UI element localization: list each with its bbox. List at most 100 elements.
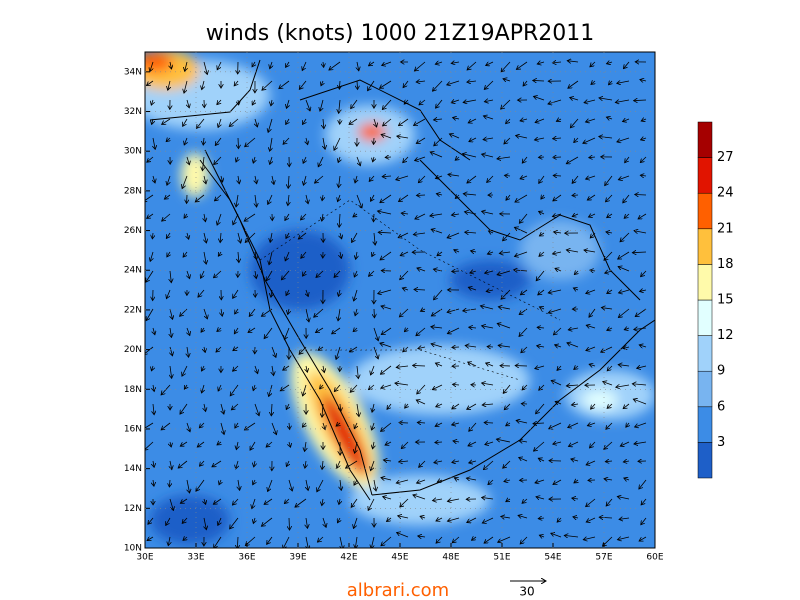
wind-arrow — [551, 533, 562, 538]
wind-arrow — [416, 137, 426, 143]
wind-arrow — [607, 290, 613, 294]
lat-axis: 10N 12N 14N 16N 18N 20N 22N 24N 26N 28N 30N 32N 34N — [124, 67, 655, 554]
wind-arrow — [381, 536, 392, 546]
wind-arrow — [571, 459, 579, 461]
wind-arrow — [564, 535, 579, 537]
wind-arrow — [553, 252, 562, 254]
wind-arrow — [418, 347, 426, 349]
wind-arrow — [271, 289, 272, 297]
wind-arrow — [398, 118, 409, 126]
wind-arrow — [153, 384, 154, 392]
wind-arrow — [187, 479, 190, 493]
wind-arrow — [486, 290, 494, 291]
wind-arrow — [178, 460, 188, 468]
wind-arrow — [451, 100, 460, 103]
wind-arrow — [605, 194, 613, 202]
wind-arrow — [322, 460, 323, 469]
wind-arrow — [506, 194, 511, 200]
wind-arrow — [334, 137, 341, 150]
wind-arrow — [244, 422, 256, 430]
wind-arrow — [590, 61, 596, 67]
wind-arrow — [150, 251, 153, 261]
wind-arrow — [632, 252, 647, 253]
colorbar-box — [697, 370, 713, 408]
wind-arrow — [148, 517, 154, 524]
wind-arrow — [288, 479, 292, 491]
wind-arrow — [355, 175, 357, 183]
wind-arrow — [303, 175, 306, 185]
wind-arrow — [286, 460, 289, 467]
wind-arrow — [455, 195, 459, 199]
wind-arrow — [162, 213, 171, 221]
wind-arrow — [146, 308, 154, 321]
wind-arrow — [468, 441, 477, 446]
lat-label: 34N — [124, 67, 142, 77]
wind-arrow — [433, 269, 443, 271]
wind-arrow — [413, 233, 426, 235]
wind-arrow — [387, 518, 392, 521]
wind-arrow — [153, 479, 154, 486]
wind-arrow — [354, 479, 357, 485]
lat-label: 12N — [124, 504, 142, 514]
wind-arrow — [539, 384, 545, 390]
wind-arrow — [180, 441, 188, 446]
wind-arrow — [586, 176, 596, 179]
wind-arrow — [354, 270, 357, 277]
wind-arrow — [635, 422, 647, 427]
wind-arrow — [302, 118, 306, 124]
wind-arrow — [549, 422, 562, 429]
lat-label: 26N — [124, 226, 142, 236]
wind-arrow — [356, 194, 362, 208]
wind-arrow — [201, 328, 204, 332]
wind-arrow — [480, 306, 494, 310]
wind-arrow — [338, 194, 340, 202]
wind-arrow — [236, 441, 238, 450]
wind-arrow — [463, 100, 477, 102]
colorbar-box — [697, 157, 713, 194]
wind-arrow — [351, 99, 358, 109]
wind-arrow — [161, 384, 171, 395]
wind-arrow — [519, 440, 528, 442]
wind-arrow — [166, 138, 170, 142]
wind-arrow — [306, 479, 308, 490]
lon-label: 51E — [493, 553, 510, 563]
wind-arrow — [337, 460, 340, 468]
wind-arrow — [605, 461, 613, 462]
wind-arrow — [521, 346, 528, 353]
wind-arrow — [236, 194, 238, 207]
wind-arrow — [608, 81, 612, 85]
wind-arrow — [268, 194, 273, 204]
wind-arrow — [454, 478, 460, 480]
wind-arrow — [586, 325, 596, 328]
wind-arrow — [624, 478, 630, 480]
wind-arrow — [536, 403, 545, 414]
wind-arrow — [617, 537, 630, 540]
colorbar-box — [697, 121, 713, 158]
wind-arrow — [264, 327, 273, 339]
wind-arrow — [605, 271, 613, 273]
wind-arrow — [269, 251, 273, 265]
wind-arrow — [351, 498, 358, 507]
wind-arrow — [413, 365, 426, 366]
wind-arrow — [266, 441, 273, 447]
wind-arrow — [618, 308, 630, 318]
wind-arrow — [634, 100, 647, 101]
wind-arrow — [283, 137, 290, 144]
wind-arrow — [447, 499, 460, 501]
wind-arrow — [466, 478, 477, 480]
wind-arrow — [453, 118, 460, 119]
wind-arrow — [518, 515, 528, 518]
wind-arrow — [255, 175, 257, 184]
wind-arrow — [619, 518, 630, 519]
wind-arrow — [231, 403, 239, 410]
wind-arrow — [557, 365, 561, 370]
wind-arrow — [381, 478, 392, 480]
wind-arrow — [187, 99, 189, 108]
wind-arrow — [220, 422, 224, 434]
wind-arrow — [233, 347, 239, 351]
wind-arrow — [639, 345, 647, 347]
wind-arrow — [264, 498, 273, 504]
wind-arrow — [204, 346, 205, 352]
wind-arrow — [533, 423, 545, 424]
wind-arrow — [536, 497, 545, 499]
